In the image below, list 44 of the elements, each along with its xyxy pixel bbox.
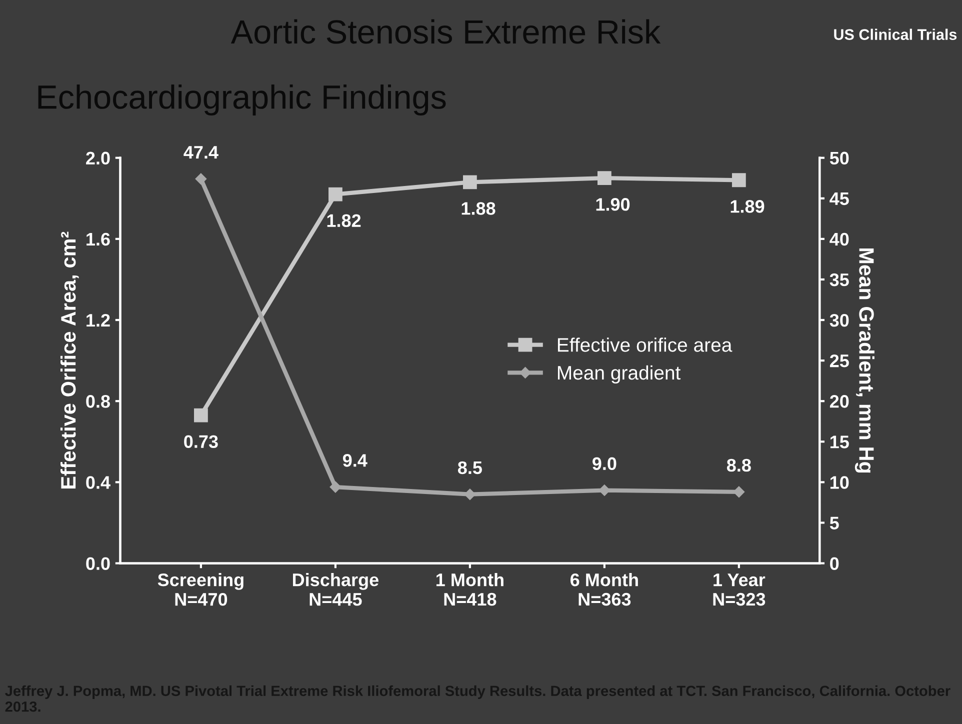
y-tick-label: 1.2 [86, 314, 110, 327]
data-label: 8.8 [726, 458, 751, 472]
y2-tick-label: 50 [830, 152, 849, 165]
x-tick-label: Screening N=470 [158, 572, 244, 606]
data-label: 0.73 [184, 435, 218, 448]
data-label: 47.4 [184, 146, 218, 158]
point [462, 175, 477, 190]
y2-tick-label: 45 [830, 192, 849, 206]
y2-tick-label: 25 [830, 354, 849, 368]
y2-tick-label: 35 [830, 273, 849, 286]
y2-tick-label: 30 [830, 314, 849, 327]
point [597, 171, 612, 186]
y2-tick-label: 5 [830, 516, 839, 530]
data-label: 8.5 [458, 461, 482, 474]
y2-tick-label: 40 [830, 232, 849, 246]
point [732, 173, 746, 188]
y2-axis-title: Mean Gradient, mm Hg [854, 248, 874, 473]
x-tick-label: 6 Month N=363 [570, 572, 638, 606]
x-tick-label: Discharge N=445 [293, 572, 378, 606]
legend-label: Effective orifice area [558, 338, 732, 352]
data-label: 1.82 [327, 214, 361, 228]
y-tick-label: 0.4 [86, 476, 110, 489]
x-tick-label: 1 Year N=323 [713, 574, 766, 606]
point [195, 173, 207, 185]
y2-tick-label: 15 [830, 436, 849, 448]
y-tick-label: 1.6 [86, 232, 110, 246]
data-label: 1.90 [596, 198, 630, 211]
text: US Clinical Trials [834, 28, 957, 40]
data-label: 1.89 [730, 200, 764, 213]
point [330, 481, 342, 493]
data-label: 1.88 [462, 202, 496, 215]
legend-label: Mean gradient [558, 365, 681, 384]
y2-tick-label: 20 [830, 395, 849, 408]
y-tick-label: 0.0 [86, 557, 110, 570]
y2-tick-label: 0 [830, 557, 839, 570]
data-label: 9.4 [342, 454, 368, 467]
point [194, 408, 208, 422]
point [328, 187, 342, 202]
y-tick-label: 0.8 [86, 395, 110, 408]
y2-tick-label: 10 [830, 476, 849, 489]
y-tick-label: 2.0 [86, 152, 110, 165]
data-label: 9.0 [592, 457, 616, 470]
x-tick-label: 1 Month N=418 [436, 572, 504, 606]
y-axis-title: Effective Orifice Area, cm² [60, 232, 79, 488]
